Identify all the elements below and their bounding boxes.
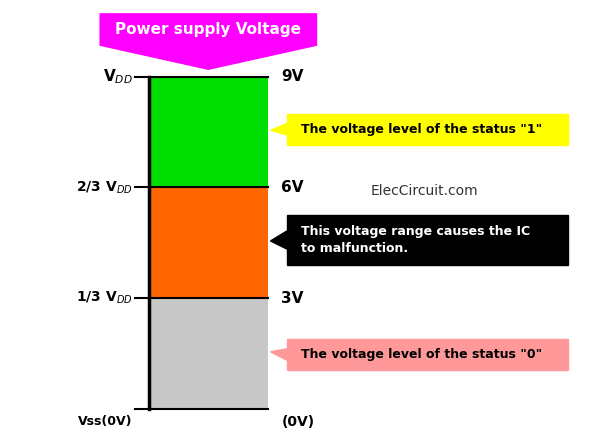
FancyBboxPatch shape — [287, 215, 568, 265]
Polygon shape — [100, 14, 316, 69]
Text: 2/3 V$_{DD}$: 2/3 V$_{DD}$ — [76, 179, 133, 196]
Text: The voltage level of the status "1": The voltage level of the status "1" — [301, 123, 542, 136]
FancyBboxPatch shape — [287, 339, 568, 370]
Bar — [149, 298, 268, 409]
Polygon shape — [271, 231, 287, 249]
Text: Power supply Voltage: Power supply Voltage — [115, 22, 301, 37]
Text: Vss(0V): Vss(0V) — [78, 415, 133, 428]
Text: 3V: 3V — [281, 291, 304, 306]
Text: V$_{DD}$: V$_{DD}$ — [103, 67, 133, 86]
Bar — [149, 77, 268, 187]
Text: 6V: 6V — [281, 180, 304, 195]
Text: (0V): (0V) — [281, 415, 314, 429]
Polygon shape — [271, 124, 287, 135]
Text: ElecCircuit.com: ElecCircuit.com — [371, 184, 478, 198]
Text: The voltage level of the status "0": The voltage level of the status "0" — [301, 348, 542, 361]
Text: 9V: 9V — [281, 69, 304, 84]
Polygon shape — [271, 349, 287, 360]
FancyBboxPatch shape — [287, 113, 568, 145]
Text: This voltage range causes the IC
to malfunction.: This voltage range causes the IC to malf… — [301, 225, 530, 255]
Bar — [149, 187, 268, 298]
Text: 1/3 V$_{DD}$: 1/3 V$_{DD}$ — [76, 290, 133, 307]
